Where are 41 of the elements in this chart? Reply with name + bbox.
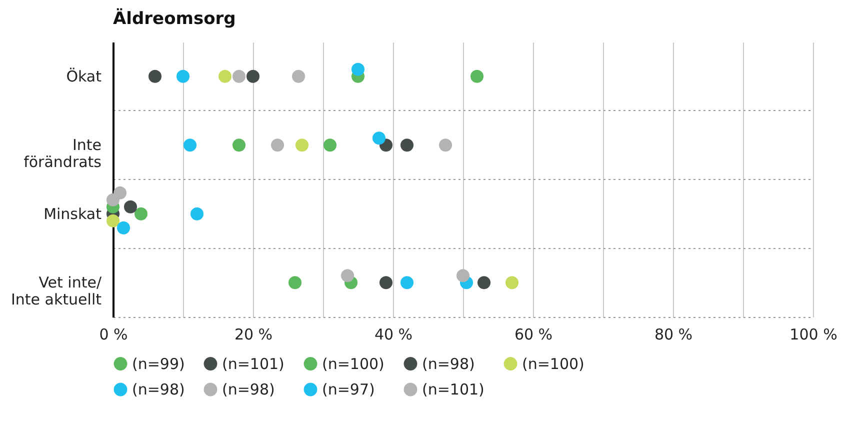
- x-tick-label: 40 %: [374, 326, 413, 344]
- x-tick-label: 80 %: [654, 326, 693, 344]
- point: [246, 70, 260, 83]
- legend-label: (n=99): [132, 354, 185, 373]
- point: [183, 138, 197, 152]
- chart-title: Äldreomsorg: [113, 8, 236, 29]
- x-tick-label: 0 %: [99, 326, 128, 344]
- legend-label: (n=100): [522, 354, 584, 373]
- legend-label: (n=98): [422, 354, 475, 373]
- legend-label: (n=100): [322, 354, 384, 373]
- y-tick-label: Vet inte/Inte aktuellt: [10, 274, 102, 309]
- point: [379, 276, 393, 290]
- point: [148, 70, 162, 83]
- point: [292, 70, 306, 83]
- legend-label: (n=98): [132, 380, 185, 398]
- point: [218, 70, 232, 83]
- point: [232, 70, 246, 83]
- point: [477, 276, 491, 290]
- point: [295, 138, 309, 152]
- legend-label: (n=97): [322, 380, 375, 398]
- point: [438, 138, 452, 152]
- point: [470, 70, 484, 83]
- legend-label: (n=101): [422, 380, 484, 398]
- point: [400, 138, 414, 152]
- point: [505, 276, 519, 290]
- legend-label: (n=101): [222, 354, 284, 373]
- point: [323, 138, 337, 152]
- point: [288, 276, 302, 290]
- x-tick-label: 20 %: [234, 326, 273, 344]
- point: [232, 138, 246, 152]
- x-tick-label: 100 %: [790, 326, 838, 344]
- y-tick-label: Ökat: [66, 67, 102, 86]
- point: [270, 138, 284, 152]
- x-tick-label: 60 %: [514, 326, 553, 344]
- point: [176, 70, 190, 83]
- point: [400, 276, 414, 290]
- y-tick-label: Inte förändrats: [24, 136, 102, 172]
- legend-label: (n=98): [222, 380, 275, 398]
- y-tick-label: Minskat: [44, 204, 102, 223]
- point: [190, 207, 204, 220]
- point: [134, 207, 148, 220]
